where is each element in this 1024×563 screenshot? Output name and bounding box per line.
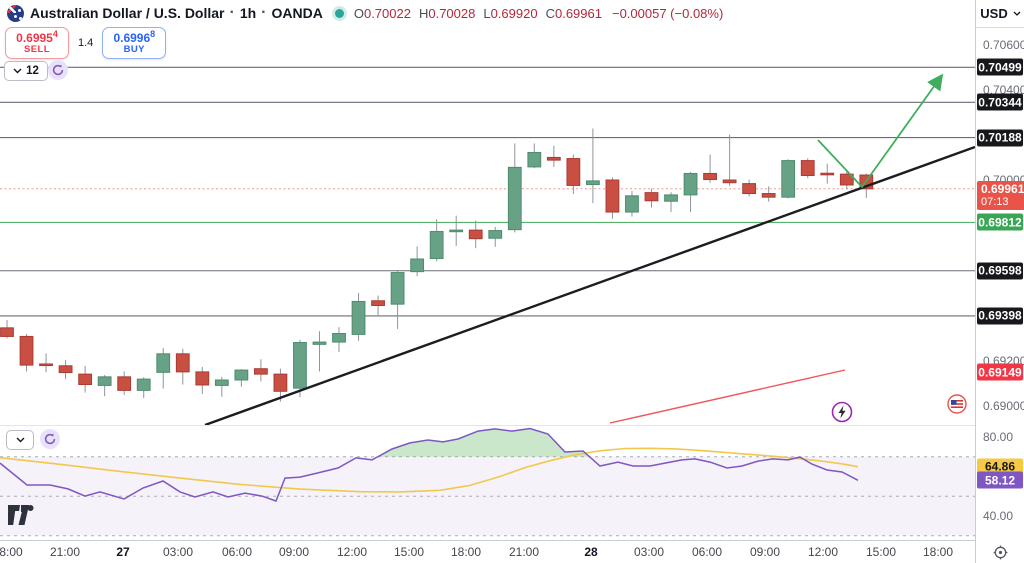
- candlestick-series[interactable]: [0, 128, 874, 402]
- high-label: H: [418, 5, 429, 21]
- time-label: 12:00: [807, 545, 839, 559]
- trade-panel: 0.69954 SELL 1.4 0.69968 BUY: [5, 27, 167, 59]
- legend-collapse-button[interactable]: 12: [4, 61, 48, 81]
- time-label: 15:00: [393, 545, 425, 559]
- sell-button[interactable]: 0.69954 SELL: [5, 27, 69, 59]
- settings-gear-icon[interactable]: [993, 545, 1008, 563]
- sell-price-sup: 4: [52, 29, 58, 40]
- time-label: 09:00: [749, 545, 781, 559]
- high-value: 0.70028: [428, 5, 476, 21]
- currency-dropdown[interactable]: USD: [976, 0, 1024, 28]
- exchange-label[interactable]: OANDA: [271, 5, 323, 21]
- open-label: O: [353, 5, 364, 21]
- price-level-label: 0.70499: [977, 58, 1023, 76]
- tradingview-logo[interactable]: [6, 505, 35, 530]
- rsi-sync-icon[interactable]: [40, 429, 60, 449]
- price-tick: 0.70600: [983, 37, 1024, 52]
- currency-label: USD: [980, 6, 1008, 21]
- time-label: 09:00: [278, 545, 310, 559]
- australia-flag-icon: [7, 4, 24, 22]
- price-level-label: 0.69398: [977, 307, 1023, 325]
- low-value: 0.69920: [490, 5, 538, 21]
- rsi-value-label: 58.12: [977, 471, 1023, 489]
- close-value: 0.69961: [554, 5, 602, 21]
- buy-label: BUY: [123, 44, 145, 56]
- time-label: 06:00: [691, 545, 723, 559]
- us-flag-event-icon[interactable]: [947, 394, 967, 419]
- price-scale[interactable]: USD 0.706000.704000.700000.692000.690008…: [975, 0, 1024, 563]
- rsi-ma-line[interactable]: [0, 447, 859, 493]
- change-value: −0.00057 (−0.08%): [611, 5, 724, 21]
- market-status-icon[interactable]: [334, 8, 344, 18]
- open-value: 0.70022: [363, 5, 411, 21]
- separator: ·: [229, 4, 235, 21]
- buy-price: 0.6996: [113, 31, 151, 46]
- rsi-legend-collapse-button[interactable]: [6, 430, 34, 450]
- rsi-overbought-fill: [377, 428, 590, 457]
- time-label: 03:00: [162, 545, 194, 559]
- price-level-label: 0.69598: [977, 262, 1023, 280]
- interval-label[interactable]: 1h: [239, 5, 257, 21]
- symbol-header: Australian Dollar / U.S. Dollar · 1h · O…: [7, 4, 723, 22]
- low-label: L: [483, 5, 491, 21]
- time-label: 8:00: [0, 545, 23, 559]
- chevron-down-icon: [16, 437, 24, 443]
- chevron-down-icon: [13, 68, 22, 74]
- pane-divider[interactable]: [0, 425, 975, 426]
- support-trendline[interactable]: [204, 145, 975, 427]
- time-label-day: 28: [584, 545, 598, 559]
- sell-price: 0.6995: [16, 31, 53, 46]
- spread-value: 1.4: [78, 37, 94, 49]
- price-level-label: 0.69149: [977, 363, 1023, 381]
- projection-arrow[interactable]: [817, 73, 944, 189]
- rsi-line[interactable]: [0, 427, 859, 502]
- refresh-arrows-icon: [44, 433, 56, 445]
- symbol-title[interactable]: Australian Dollar / U.S. Dollar: [30, 5, 225, 21]
- time-label: 21:00: [508, 545, 540, 559]
- separator: ·: [261, 4, 267, 21]
- buy-price-sup: 8: [150, 29, 156, 40]
- sell-label: SELL: [24, 44, 50, 56]
- rsi-tick: 80.00: [983, 430, 1014, 444]
- close-label: C: [545, 5, 555, 21]
- rsi-value-label: 64.86: [977, 458, 1023, 476]
- time-label: 21:00: [49, 545, 81, 559]
- current-price-label: 0.69961 07:13: [977, 180, 1024, 210]
- legend-indicator-count: 12: [26, 65, 39, 77]
- buy-button[interactable]: 0.69968 BUY: [102, 27, 167, 59]
- refresh-arrows-icon: [52, 64, 64, 76]
- minor-red-trendline[interactable]: [609, 369, 846, 424]
- time-label: 18:00: [450, 545, 482, 559]
- time-label: 12:00: [336, 545, 368, 559]
- ohlc-readout: O0.70022 H0.70028 L0.69920 C0.69961 −0.0…: [354, 6, 723, 21]
- price-level-label: 0.70188: [977, 129, 1023, 147]
- price-level-label: 0.69812: [977, 213, 1023, 231]
- main-chart-canvas[interactable]: [0, 0, 975, 540]
- time-label: 15:00: [865, 545, 897, 559]
- lightning-event-icon[interactable]: [831, 401, 853, 428]
- time-label: 18:00: [922, 545, 954, 559]
- time-axis[interactable]: 8:00 21:00 27 03:00 06:00 09:00 12:00 15:00 18:0…: [0, 540, 1024, 563]
- rsi-tick: 40.00: [983, 509, 1014, 523]
- time-label-day: 27: [116, 545, 130, 559]
- time-label: 06:00: [221, 545, 253, 559]
- sync-icon[interactable]: [48, 60, 68, 80]
- price-tick: 0.70400: [983, 82, 1024, 97]
- price-tick: 0.69000: [983, 398, 1024, 413]
- time-label: 03:00: [633, 545, 665, 559]
- price-level-label: 0.70344: [977, 93, 1023, 111]
- chevron-down-icon: [1013, 11, 1021, 16]
